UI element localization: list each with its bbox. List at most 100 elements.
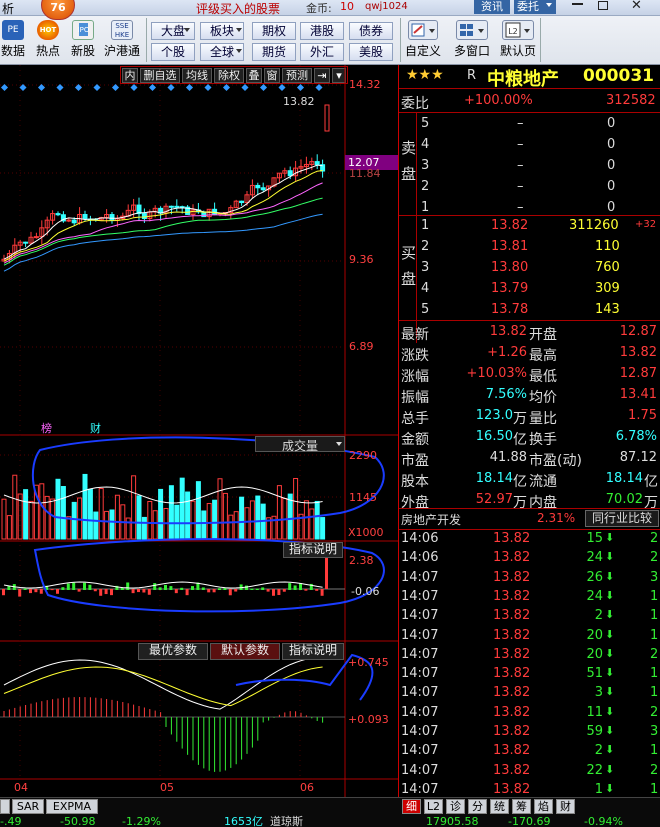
grid-btn-us[interactable]: 美股 xyxy=(349,43,393,61)
tick-price: 13.82 xyxy=(493,666,531,682)
sell-level-row[interactable]: 4 – 0 xyxy=(399,135,660,156)
candle-body xyxy=(244,194,250,204)
candle-body xyxy=(141,213,147,220)
toolbar-multi-window[interactable]: 多窗口 xyxy=(450,20,494,59)
grid-btn-stock[interactable]: 个股 xyxy=(151,43,195,61)
macd-help-button[interactable]: 指标说明 xyxy=(282,643,344,660)
info-button[interactable]: 资讯 xyxy=(474,0,510,14)
grid-btn-bonds[interactable]: 债券 xyxy=(349,22,393,40)
default-params-button[interactable]: 默认参数 xyxy=(210,643,280,660)
tick-volume: 22 xyxy=(586,762,603,778)
sell-level-row[interactable]: 3 – 0 xyxy=(399,156,660,177)
right-tab-l2[interactable]: L2 xyxy=(424,799,443,814)
indicator-help-button[interactable]: 指标说明 xyxy=(283,542,343,558)
level-volume: 760 xyxy=(595,260,620,275)
indicator-bar xyxy=(23,588,27,590)
toolbar-hot[interactable]: HOT 热点 xyxy=(33,20,63,59)
tab-sar[interactable]: SAR xyxy=(12,799,44,814)
sell-level-row[interactable]: 1 – 0 xyxy=(399,198,660,219)
optimal-params-button[interactable]: 最优参数 xyxy=(138,643,208,660)
candle-body xyxy=(168,205,174,208)
grid-btn-global[interactable]: 全球 xyxy=(200,43,244,61)
tab-inner[interactable]: 内 xyxy=(122,68,138,83)
candle-body xyxy=(309,161,315,165)
grid-btn-sector[interactable]: 板块 xyxy=(200,22,244,40)
right-tab-detail[interactable]: 细 xyxy=(402,799,421,814)
tick-row: 14:06 13.82 24 ⬇ 2 xyxy=(399,549,660,568)
marker-finance[interactable]: 财 xyxy=(90,422,101,435)
buy-level-row[interactable]: 4 13.79 309 xyxy=(399,279,660,300)
candle-body xyxy=(60,214,66,222)
volume-bar xyxy=(201,510,207,540)
score-badge[interactable]: 76 xyxy=(41,0,75,20)
volume-bar xyxy=(82,473,88,540)
right-tab-flame[interactable]: 焰 xyxy=(534,799,553,814)
quote-value: 13.82 xyxy=(489,324,527,339)
right-tab-diagnose[interactable]: 诊 xyxy=(446,799,465,814)
tab-window[interactable]: 窗 xyxy=(264,68,280,83)
buy-level-row[interactable]: 5 13.78 143 xyxy=(399,300,660,321)
ticker-index-name[interactable]: 道琼斯 xyxy=(270,815,303,827)
sector-dropdown-icon[interactable] xyxy=(236,28,242,32)
grid-btn-futures[interactable]: 期货 xyxy=(252,43,296,61)
quote-label: 开盘 xyxy=(529,327,557,343)
ticker-value: -0.94% xyxy=(584,815,623,827)
quote-label: 金额 xyxy=(401,432,429,448)
toolbar-default-page[interactable]: L2 默认页 xyxy=(498,20,538,59)
grid-btn-options[interactable]: 期权 xyxy=(252,22,296,40)
tab-ex-rights[interactable]: 除权 xyxy=(214,68,244,83)
right-tab-split[interactable]: 分 xyxy=(468,799,487,814)
indicator-bar xyxy=(325,557,328,589)
grid-btn-hk[interactable]: 港股 xyxy=(300,22,344,40)
toolbar-hk-connect[interactable]: SSE HKE 沪港通 xyxy=(102,20,142,59)
quote-row: 涨跌 +1.26 最高 13.82 xyxy=(399,343,660,364)
toggle-panel-icon[interactable]: ⇥ xyxy=(314,68,330,83)
candle-body xyxy=(233,200,239,209)
grid-btn-market[interactable]: 大盘 xyxy=(151,22,195,40)
right-tab-chips[interactable]: 筹 xyxy=(512,799,531,814)
headline-link[interactable]: 评级买入的股票 xyxy=(196,2,281,16)
buy-level-row[interactable]: 1 13.82 311260 +32 xyxy=(399,216,660,237)
event-marker-icon xyxy=(130,83,138,92)
market-dropdown-icon[interactable] xyxy=(184,28,190,32)
event-marker-icon xyxy=(93,83,101,92)
trade-button[interactable]: 委托 xyxy=(514,0,556,14)
volume-bar xyxy=(249,500,255,540)
volume-indicator-select[interactable]: 成交量 xyxy=(255,436,345,453)
sell-level-row[interactable]: 5 – 0 xyxy=(399,114,660,135)
toolbar-data[interactable]: PE 数据 xyxy=(0,20,26,59)
trade-dropdown-icon[interactable] xyxy=(546,3,552,7)
indicator-bar xyxy=(137,589,140,593)
indicator-bar xyxy=(309,583,313,590)
volume-bar xyxy=(136,495,142,540)
tab-forecast[interactable]: 预测 xyxy=(282,68,312,83)
right-tab-finance[interactable]: 财 xyxy=(556,799,575,814)
minimize-icon[interactable] xyxy=(572,3,583,5)
buy-level-row[interactable]: 2 13.81 110 xyxy=(399,237,660,258)
buy-level-row[interactable]: 3 13.80 760 xyxy=(399,258,660,279)
sector-name[interactable]: 房地产开发 xyxy=(401,513,462,527)
right-tab-stats[interactable]: 统 xyxy=(490,799,509,814)
grid-btn-forex[interactable]: 外汇 xyxy=(300,43,344,61)
level-price: – xyxy=(517,137,524,152)
global-dropdown-icon[interactable] xyxy=(236,49,242,53)
maximize-icon[interactable] xyxy=(598,1,608,10)
toolbar-ipo[interactable]: IPO 新股 xyxy=(68,20,98,59)
volume-bar xyxy=(314,500,320,540)
tab-moving-average[interactable]: 均线 xyxy=(182,68,212,83)
event-marker-icon xyxy=(148,83,157,92)
tick-volume: 51 xyxy=(586,666,603,682)
tab-overlay[interactable]: 叠 xyxy=(246,68,262,83)
close-icon[interactable]: ✕ xyxy=(631,0,642,13)
tab-prev[interactable] xyxy=(0,799,10,814)
kline-chart[interactable] xyxy=(0,65,398,797)
user-name[interactable]: qwj1024 xyxy=(365,1,408,12)
indicator-bar xyxy=(158,587,162,590)
menu-fragment[interactable]: 析 xyxy=(2,2,15,16)
tick-count: 2 xyxy=(650,550,659,566)
sell-level-row[interactable]: 2 – 0 xyxy=(399,177,660,198)
marker-rank[interactable]: 榜 xyxy=(41,422,52,435)
toolbar-custom[interactable]: 自定义 xyxy=(404,20,442,59)
industry-compare-button[interactable]: 同行业比较 xyxy=(585,510,659,527)
tab-expma[interactable]: EXPMA xyxy=(46,799,98,814)
